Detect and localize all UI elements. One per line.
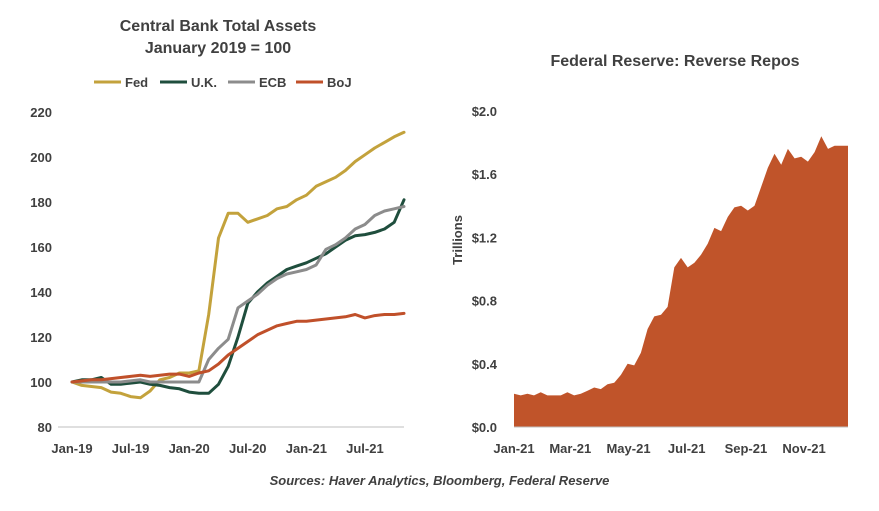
left-y-axis: 80 100 120 140 160 180 200 220: [30, 105, 52, 435]
left-y-tick-label: 200: [30, 150, 52, 165]
reverse-repos-area: [514, 136, 848, 428]
left-chart-subtitle: January 2019 = 100: [145, 40, 291, 57]
left-x-tick-label: Jan-21: [286, 441, 327, 456]
right-x-tick-label: Sep-21: [725, 441, 768, 456]
left-x-tick-label: Jan-20: [169, 441, 210, 456]
right-y-tick-label: $1.2: [472, 230, 497, 245]
left-y-tick-label: 100: [30, 375, 52, 390]
legend-label-uk: U.K.: [191, 75, 217, 90]
ecb-line: [70, 205, 406, 384]
right-x-tick-label: May-21: [606, 441, 650, 456]
right-y-tick-label: $0.0: [472, 420, 497, 435]
uk-line: [70, 198, 406, 395]
left-x-tick-label: Jan-19: [51, 441, 92, 456]
charts-canvas: Central Bank Total Assets January 2019 =…: [30, 18, 848, 456]
left-series-lines: [70, 130, 406, 400]
right-chart-title: Federal Reserve: Reverse Repos: [550, 53, 799, 70]
right-y-tick-label: $2.0: [472, 104, 497, 119]
left-y-tick-label: 140: [30, 285, 52, 300]
left-legend: Fed U.K. ECB BoJ: [94, 75, 352, 90]
right-y-tick-label: $0.4: [472, 357, 498, 372]
right-y-tick-label: $1.6: [472, 167, 497, 182]
right-y-axis-label: Trillions: [450, 215, 465, 265]
right-y-axis: $0.0 $0.4 $0.8 $1.2 $1.6 $2.0: [472, 104, 498, 435]
legend-label-fed: Fed: [125, 75, 148, 90]
right-x-tick-label: Nov-21: [782, 441, 825, 456]
boj-line: [70, 311, 406, 384]
source-note: Sources: Haver Analytics, Bloomberg, Fed…: [269, 473, 610, 488]
left-chart-title: Central Bank Total Assets: [120, 18, 317, 35]
left-y-tick-label: 80: [38, 420, 52, 435]
left-y-tick-label: 180: [30, 195, 52, 210]
right-x-tick-label: Mar-21: [549, 441, 591, 456]
fed-line: [70, 130, 406, 400]
left-y-tick-label: 160: [30, 240, 52, 255]
left-x-axis: Jan-19 Jul-19 Jan-20 Jul-20 Jan-21 Jul-21: [51, 441, 383, 456]
left-y-tick-label: 220: [30, 105, 52, 120]
right-y-tick-label: $0.8: [472, 294, 497, 309]
legend-label-boj: BoJ: [327, 75, 352, 90]
right-x-tick-label: Jan-21: [493, 441, 534, 456]
legend-label-ecb: ECB: [259, 75, 286, 90]
central-bank-assets-chart: Central Bank Total Assets January 2019 =…: [30, 18, 406, 456]
reverse-repos-chart: Federal Reserve: Reverse Repos Trillions…: [450, 53, 848, 456]
right-x-axis: Jan-21 Mar-21 May-21 Jul-21 Sep-21 Nov-21: [493, 441, 825, 456]
left-x-tick-label: Jul-19: [112, 441, 150, 456]
left-x-tick-label: Jul-20: [229, 441, 267, 456]
right-x-tick-label: Jul-21: [668, 441, 706, 456]
left-x-tick-label: Jul-21: [346, 441, 384, 456]
left-y-tick-label: 120: [30, 330, 52, 345]
